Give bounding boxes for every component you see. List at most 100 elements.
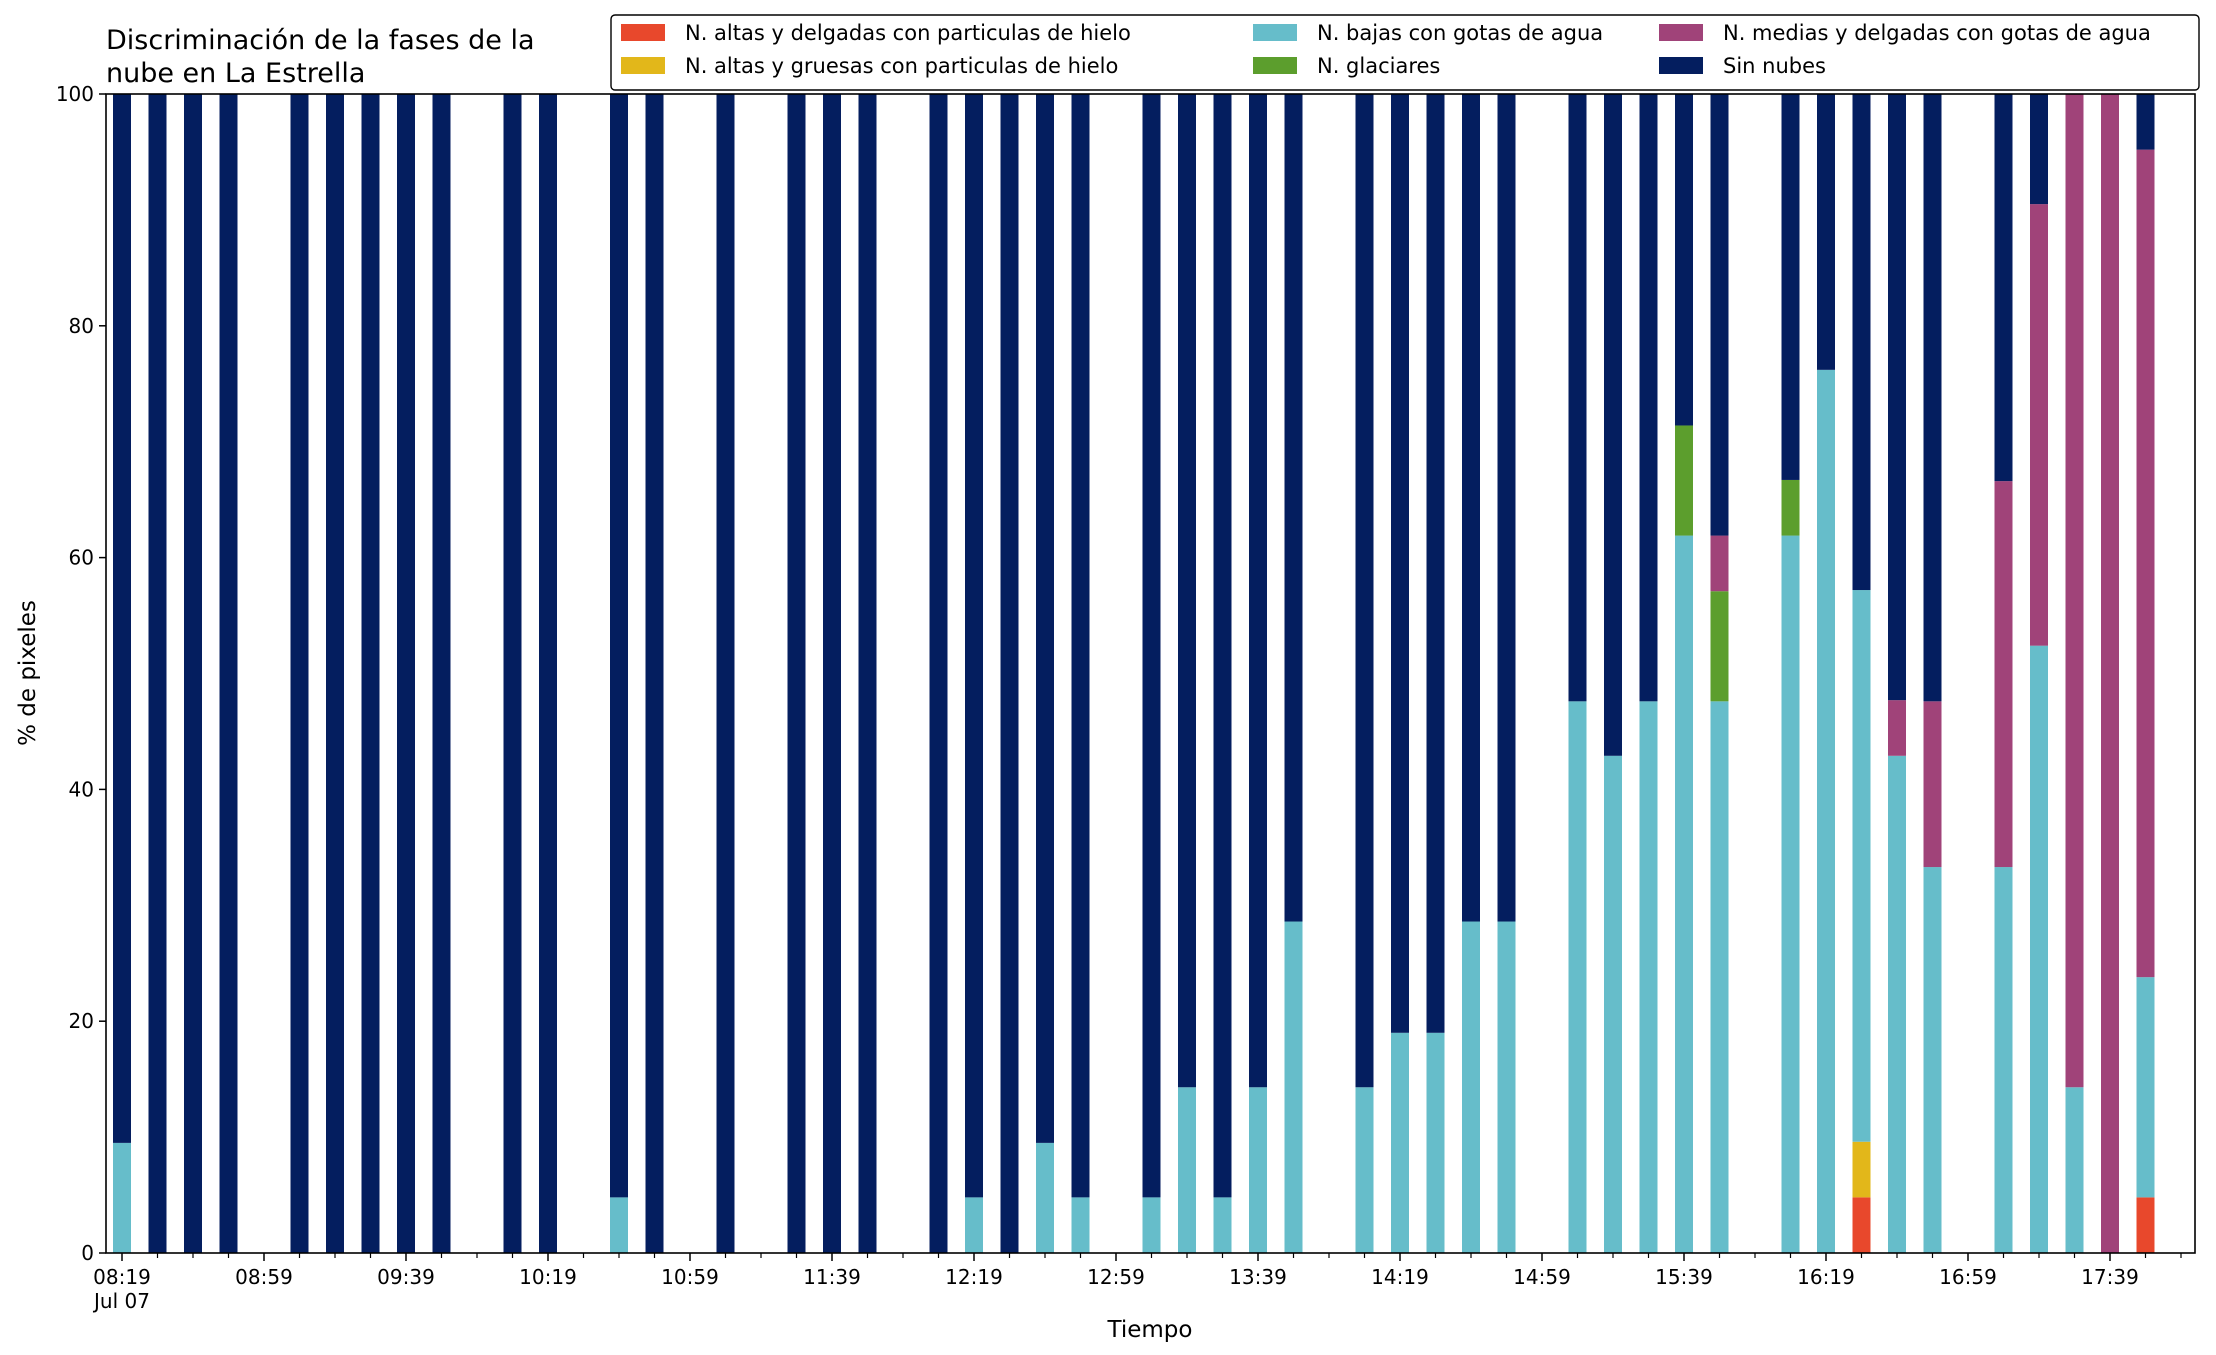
bar-segment [1497,921,1516,1253]
bar-segment [1888,94,1906,701]
bar-segment [1426,94,1445,1033]
bar-segment [610,94,628,1198]
bar-segment [1568,94,1587,702]
bar-segment [1142,94,1161,1198]
legend-label: Sin nubes [1723,54,1826,78]
bar-segment [2030,204,2048,646]
bar-segment [1639,701,1658,1253]
legend-swatch [1253,57,1297,74]
bar-segment [1781,535,1800,1253]
bar-segment [1604,755,1622,1253]
bar-segment [1994,867,2013,1253]
legend: N. altas y delgadas con particulas de hi… [610,14,2200,91]
bar-segment [965,1197,983,1253]
bar-segment [1391,94,1409,1033]
bar-segment [397,94,415,1253]
x-tick-label: 15:39 [1655,1265,1713,1289]
y-tick-label: 80 [69,314,94,338]
bar-segment [1391,1032,1409,1253]
x-tick-label: 17:39 [2081,1265,2139,1289]
bar-segment [2136,977,2155,1198]
bar-segment [1462,921,1480,1253]
y-tick-label: 0 [81,1241,94,1265]
bar-segment [432,94,451,1253]
bar-segment [823,94,841,1253]
bar-segment [1178,1087,1196,1253]
bar-segment [858,94,877,1253]
x-tick-label: 14:19 [1371,1265,1429,1289]
bar-segment [1923,94,1942,702]
bar-segment [1710,94,1729,536]
bar-segment [1142,1197,1161,1253]
bar-segment [1781,94,1800,480]
legend-swatch [1659,57,1703,74]
x-tick-label: 10:19 [519,1265,577,1289]
bar-segment [2136,1197,2155,1253]
plot-frame [105,93,2196,1254]
x-tick-label: 09:39 [377,1265,435,1289]
bar-segment [361,94,380,1253]
bar-segment [1675,94,1693,426]
bar-segment [2065,94,2084,1088]
bar-segment [610,1197,628,1253]
bar-segment [1710,535,1729,592]
bar-segment [1178,94,1196,1088]
bar-segment [1923,867,1942,1253]
bar-segment [965,94,983,1198]
y-axis-label: % de pixeles [15,600,41,746]
legend-swatch [1659,24,1703,41]
bar-segment [2030,94,2048,205]
y-axis: 0 20 40 60 80 100 [56,82,106,1265]
bar-segment [1710,591,1729,702]
bar-segment [290,94,309,1253]
bar-segment [1000,94,1019,1253]
bar-segment [1675,535,1693,1253]
legend-swatch [1253,24,1297,41]
bar-segment [1639,94,1658,702]
bar-segment [1355,94,1374,1088]
chart-title-line2: nube en La Estrella [106,58,365,89]
bar-segment [1213,1197,1232,1253]
bar-segment [1888,755,1906,1253]
bar-segment [113,94,131,1143]
legend-label: N. altas y gruesas con particulas de hie… [685,54,1118,78]
bar-segment [1213,94,1232,1198]
x-tick-label: 08:19 [93,1265,151,1289]
legend-label: N. glaciares [1317,54,1440,78]
bar-segment [1888,700,1906,756]
bar-segment [113,1142,131,1253]
x-tick-label: 12:19 [945,1265,1003,1289]
bar-segment [1852,94,1871,591]
bar-segment [1036,1142,1054,1253]
bar-segment [1852,1141,1871,1198]
legend-label: N. medias y delgadas con gotas de agua [1723,21,2151,45]
bar-segment [1710,701,1729,1253]
bars-group [113,94,2155,1254]
bar-segment [1604,94,1622,756]
bar-segment [1817,369,1835,1254]
bar-segment [2101,94,2119,1253]
bar-segment [1426,1032,1445,1253]
bar-segment [1852,1197,1871,1253]
legend-frame [610,14,2200,91]
bar-segment [1781,479,1800,536]
x-axis: 08:19 08:59 09:39 10:19 10:59 11:39 12:19 12:59… [93,1253,2182,1289]
bar-segment [1497,94,1516,922]
bar-segment [929,94,948,1253]
bar-segment [1284,921,1303,1253]
y-tick-label: 40 [69,777,94,801]
bar-segment [1568,701,1587,1253]
bar-segment [326,94,344,1253]
bar-segment [1071,1197,1090,1253]
bar-segment [1817,94,1835,370]
y-tick-label: 100 [56,82,94,106]
x-tick-label: 16:19 [1797,1265,1855,1289]
x-tick-label: 11:39 [803,1265,861,1289]
bar-segment [539,94,557,1253]
bar-segment [1994,94,2013,482]
x-tick-label: 08:59 [235,1265,293,1289]
bar-segment [1462,94,1480,922]
bar-segment [1249,1087,1267,1253]
bar-segment [2136,94,2155,150]
